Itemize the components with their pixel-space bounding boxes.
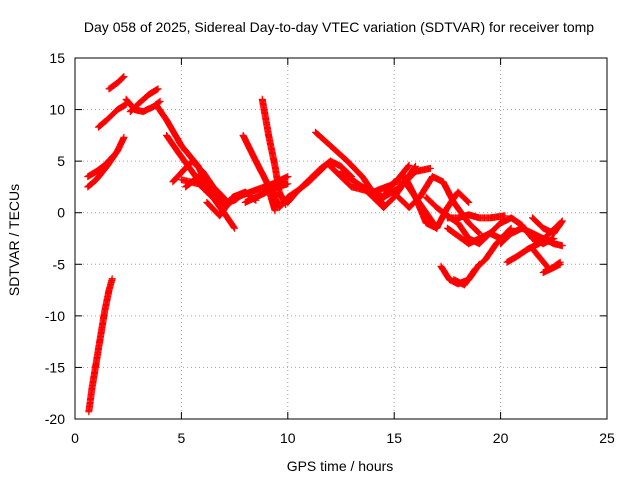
x-tick-label: 10 (280, 430, 296, 446)
series-sat-aa (443, 211, 509, 222)
series-markers (84, 152, 117, 181)
series-markers (203, 188, 260, 220)
x-tick-label: 15 (386, 430, 402, 446)
series-markers (443, 211, 509, 222)
series-sat-aj (539, 258, 564, 276)
series-markers (529, 214, 566, 237)
series-markers (169, 157, 232, 206)
series-sat-a (85, 275, 116, 416)
series-sat-g (126, 85, 162, 116)
series-markers (94, 100, 130, 131)
x-tick-label: 0 (71, 430, 79, 446)
series-sat-ah (529, 214, 566, 237)
series-markers (437, 260, 483, 288)
x-axis-label: GPS time / hours (287, 458, 394, 474)
y-tick-label: 5 (57, 153, 65, 169)
series-markers (284, 157, 356, 206)
y-tick-label: -15 (45, 359, 65, 375)
y-tick-label: 10 (49, 102, 65, 118)
series-sat-r (284, 157, 356, 206)
data-points (84, 73, 566, 416)
series-sat-m (203, 188, 260, 220)
series-markers (239, 131, 279, 215)
series-markers (258, 95, 290, 208)
series-sat-y (395, 173, 483, 237)
series-sat-o (258, 95, 290, 208)
series-markers (85, 275, 116, 416)
series-markers (539, 258, 564, 276)
grid-lines (75, 58, 607, 419)
x-tick-label: 20 (493, 430, 509, 446)
chart-title: Day 058 of 2025, Sidereal Day-to-day VTE… (84, 19, 594, 35)
y-tick-label: 15 (49, 50, 65, 66)
series-markers (395, 173, 483, 237)
plot-frame (74, 57, 608, 420)
y-tick-label: -20 (45, 411, 65, 427)
x-tick-label: 25 (599, 430, 615, 446)
series-sat-j (169, 157, 232, 206)
y-axis-label: SDTVAR / TECUs (6, 184, 22, 296)
series-sat-e (105, 73, 128, 93)
y-tick-label: 0 (57, 205, 65, 221)
x-tick-label: 5 (178, 430, 186, 446)
series-sat-ac (437, 260, 483, 288)
y-tick-label: -10 (45, 308, 65, 324)
series-markers (105, 73, 128, 93)
series-sat-q (239, 131, 279, 215)
series-sat-c (84, 152, 117, 181)
series-sat-d (94, 100, 130, 131)
y-tick-label: -5 (53, 256, 66, 272)
series-markers (126, 85, 162, 116)
